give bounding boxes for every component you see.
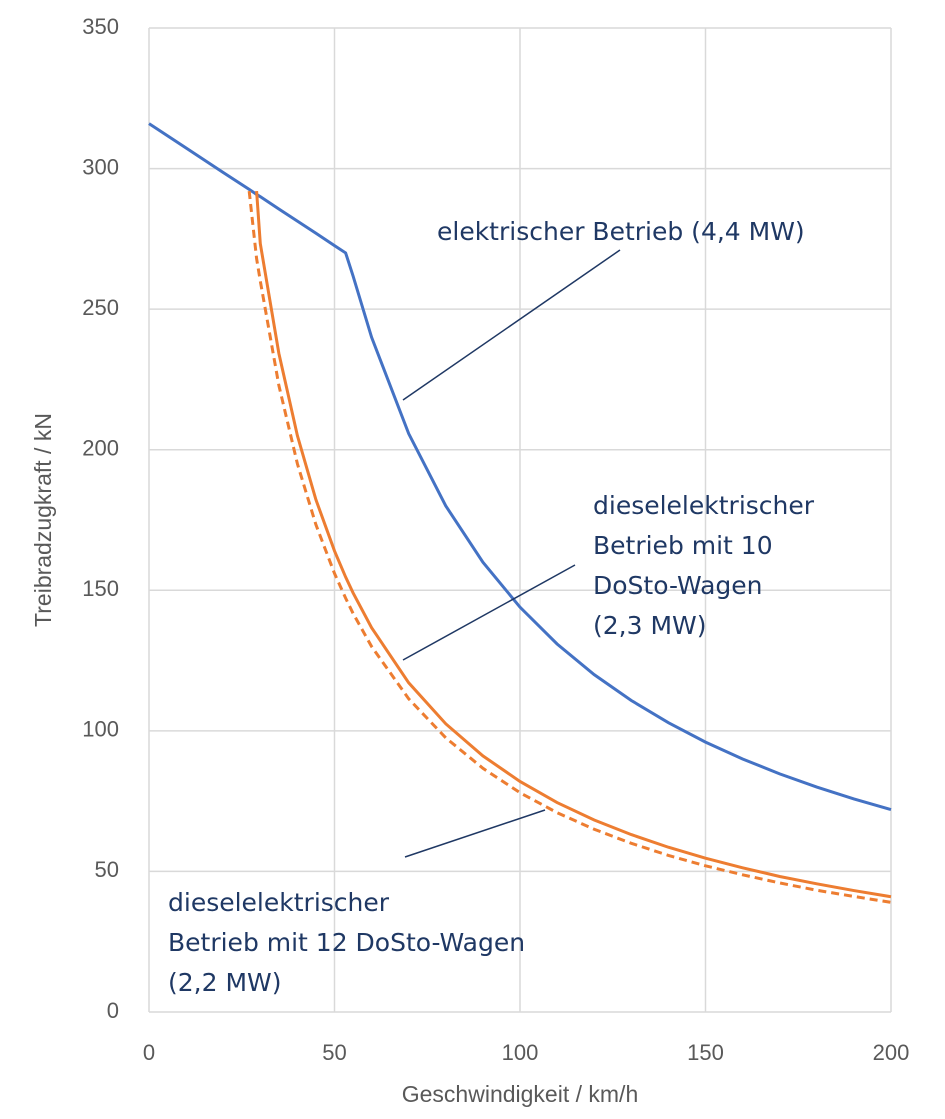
x-tick-label: 200 <box>873 1040 910 1065</box>
y-tick-label: 200 <box>82 436 119 461</box>
y-tick-label: 250 <box>82 295 119 320</box>
annotation: dieselelektrischer <box>593 491 815 520</box>
leader-line <box>402 564 576 661</box>
annotation: Betrieb mit 10 <box>593 531 773 560</box>
y-tick-label: 150 <box>82 576 119 601</box>
y-axis-label: Treibradzugkraft / kN <box>30 413 56 627</box>
annotation: dieselelektrischer <box>168 888 390 917</box>
series-line <box>247 190 892 904</box>
annotation: (2,2 MW) <box>168 968 282 997</box>
series-line <box>255 190 892 899</box>
x-tick-label: 50 <box>322 1040 346 1065</box>
x-tick-label: 0 <box>143 1040 155 1065</box>
y-tick-label: 100 <box>82 717 119 742</box>
y-tick-label: 0 <box>107 998 119 1023</box>
x-tick-label: 150 <box>687 1040 724 1065</box>
leader-line <box>402 249 621 401</box>
annotation: DoSto-Wagen <box>593 571 763 600</box>
leader-line <box>404 809 546 858</box>
annotation: elektrischer Betrieb (4,4 MW) <box>437 217 805 246</box>
annotation: Betrieb mit 12 DoSto-Wagen <box>168 928 525 957</box>
x-axis-label: Geschwindigkeit / km/h <box>402 1081 638 1107</box>
y-tick-label: 50 <box>95 857 119 882</box>
annotation: (2,3 MW) <box>593 611 707 640</box>
y-tick-label: 350 <box>82 14 119 39</box>
x-tick-label: 100 <box>502 1040 539 1065</box>
y-tick-label: 300 <box>82 154 119 179</box>
